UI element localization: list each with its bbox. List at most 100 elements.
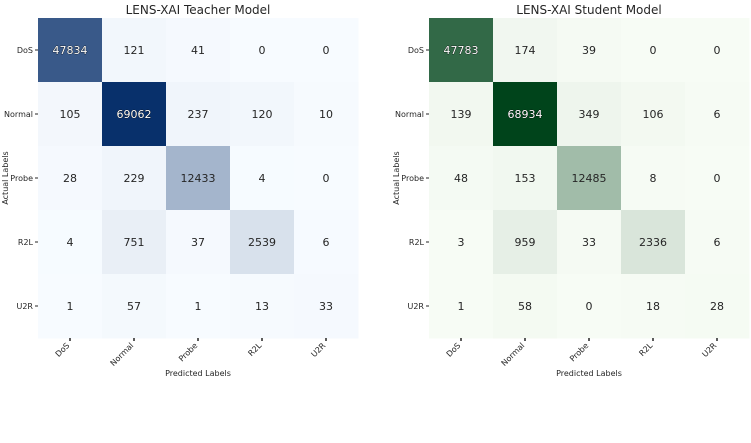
heatmap-cell — [294, 18, 359, 83]
heatmap-cell — [166, 82, 231, 147]
heatmap-cell — [102, 82, 167, 147]
heatmap-cell — [685, 82, 750, 147]
cell-value-label: 69062 — [117, 108, 152, 121]
heatmap-cell — [38, 82, 103, 147]
y-axis-label: Actual Labels — [1, 151, 10, 204]
x-axis-label: Predicted Labels — [556, 369, 622, 378]
heatmap-cell — [557, 274, 622, 339]
x-tick-label: Normal — [109, 341, 136, 368]
cell-value-label: 0 — [323, 172, 330, 185]
heatmap-cell — [557, 146, 622, 211]
y-tick-label: Normal — [4, 110, 33, 119]
x-tick-label: R2L — [246, 341, 263, 358]
heatmap-cell — [621, 146, 686, 211]
chart-title: LENS-XAI Student Model — [516, 3, 661, 17]
y-tick-label: U2R — [407, 302, 424, 311]
heatmap-cell — [685, 18, 750, 83]
heatmap-cell — [493, 274, 558, 339]
cell-value-label: 28 — [63, 172, 77, 185]
cell-value-label: 751 — [124, 236, 145, 249]
heatmap-cell — [429, 82, 494, 147]
heatmap-cell — [230, 210, 295, 275]
cell-value-label: 0 — [323, 44, 330, 57]
cell-value-label: 139 — [451, 108, 472, 121]
heatmap-cell — [493, 210, 558, 275]
heatmap-cell — [230, 146, 295, 211]
cell-value-label: 0 — [586, 300, 593, 313]
cell-value-label: 8 — [650, 172, 657, 185]
cell-value-label: 47783 — [444, 44, 479, 57]
cell-value-label: 13 — [255, 300, 269, 313]
cell-value-label: 37 — [191, 236, 205, 249]
heatmap-cell — [557, 18, 622, 83]
cell-value-label: 48 — [454, 172, 468, 185]
cell-value-label: 4 — [67, 236, 74, 249]
heatmap-cell — [685, 274, 750, 339]
cell-value-label: 1 — [458, 300, 465, 313]
heatmap-cell — [621, 18, 686, 83]
cell-value-label: 229 — [124, 172, 145, 185]
heatmap-cell — [102, 146, 167, 211]
heatmap-cell — [685, 146, 750, 211]
x-tick-label: Normal — [500, 341, 527, 368]
cell-value-label: 33 — [319, 300, 333, 313]
y-tick-label: U2R — [16, 302, 33, 311]
cell-value-label: 106 — [643, 108, 664, 121]
cell-value-label: 0 — [714, 44, 721, 57]
heatmap-cell — [294, 274, 359, 339]
y-tick-label: R2L — [409, 238, 425, 247]
heatmap-cell — [493, 18, 558, 83]
cell-value-label: 349 — [579, 108, 600, 121]
heatmap-cell — [166, 210, 231, 275]
y-tick-label: R2L — [18, 238, 34, 247]
chart-title: LENS-XAI Teacher Model — [126, 3, 271, 17]
heatmap-cell — [493, 82, 558, 147]
x-tick-label: DoS — [54, 341, 72, 359]
heatmap-cell — [294, 82, 359, 147]
cell-value-label: 174 — [515, 44, 536, 57]
x-tick-label: Probe — [568, 341, 590, 363]
cell-value-label: 4 — [259, 172, 266, 185]
x-tick-label: R2L — [637, 341, 654, 358]
cell-value-label: 0 — [259, 44, 266, 57]
heatmap-cell — [38, 146, 103, 211]
cell-value-label: 6 — [714, 236, 721, 249]
heatmap-cell — [429, 210, 494, 275]
y-tick-label: DoS — [408, 46, 424, 55]
heatmap-cell — [38, 18, 103, 83]
cell-value-label: 47834 — [53, 44, 88, 57]
x-tick-label: DoS — [445, 341, 463, 359]
heatmap-cell — [102, 18, 167, 83]
cell-value-label: 12485 — [572, 172, 607, 185]
x-axis-label: Predicted Labels — [165, 369, 231, 378]
cell-value-label: 121 — [124, 44, 145, 57]
y-tick-label: Probe — [10, 174, 33, 183]
heatmap-cell — [429, 146, 494, 211]
cell-value-label: 12433 — [181, 172, 216, 185]
y-tick-label: Normal — [395, 110, 424, 119]
heatmap-cell — [102, 210, 167, 275]
cell-value-label: 3 — [458, 236, 465, 249]
cell-value-label: 68934 — [508, 108, 543, 121]
heatmap-cell — [429, 274, 494, 339]
cell-value-label: 57 — [127, 300, 141, 313]
x-tick-label: Probe — [177, 341, 199, 363]
heatmap-cell — [38, 210, 103, 275]
x-tick-label: U2R — [700, 341, 718, 359]
cell-value-label: 237 — [188, 108, 209, 121]
cell-value-label: 959 — [515, 236, 536, 249]
y-axis-label: Actual Labels — [392, 151, 401, 204]
cell-value-label: 0 — [714, 172, 721, 185]
y-tick-label: Probe — [401, 174, 424, 183]
heatmap-cell — [294, 210, 359, 275]
cell-value-label: 6 — [714, 108, 721, 121]
cell-value-label: 1 — [67, 300, 74, 313]
heatmap-cell — [166, 274, 231, 339]
heatmap-cell — [557, 210, 622, 275]
heatmap-cell — [557, 82, 622, 147]
heatmap-cell — [102, 274, 167, 339]
cell-value-label: 18 — [646, 300, 660, 313]
cell-value-label: 105 — [60, 108, 81, 121]
